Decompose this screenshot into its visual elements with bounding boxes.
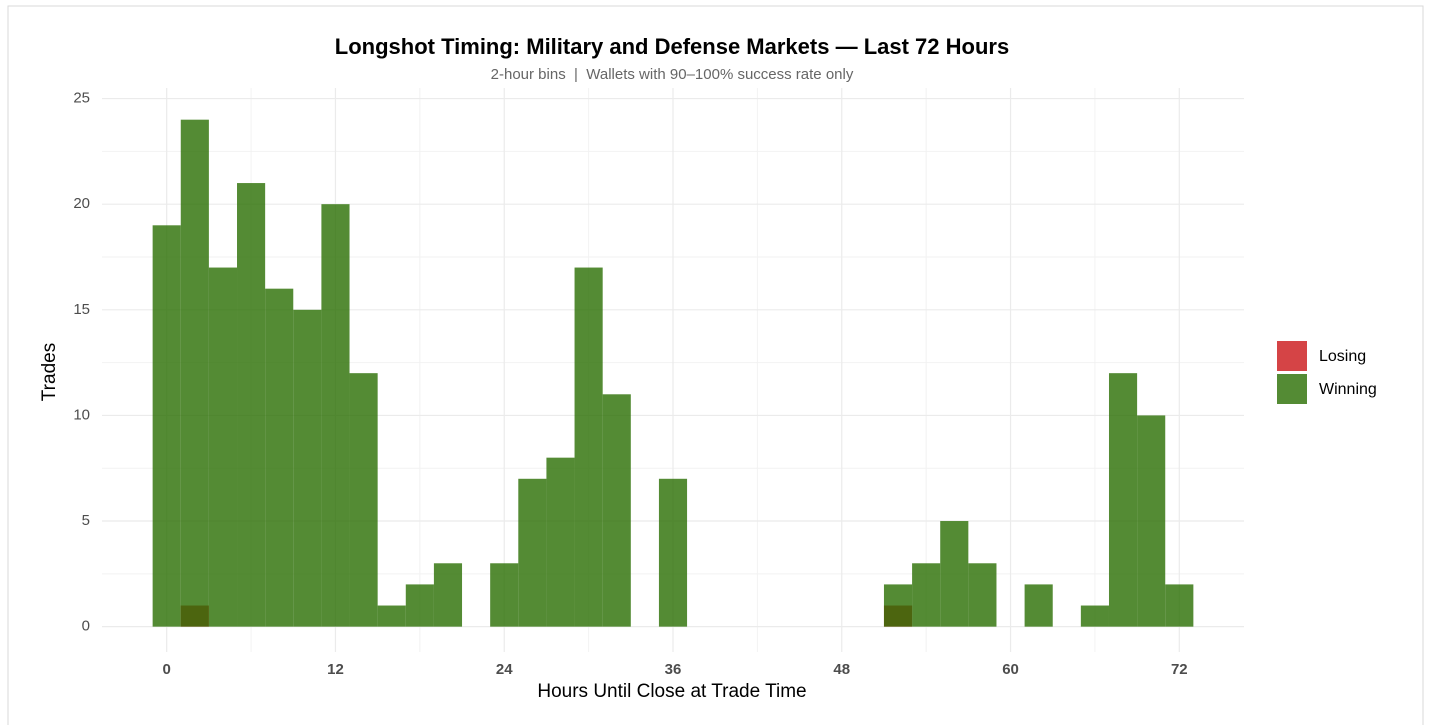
y-tick-label: 20 [73, 195, 90, 212]
x-tick-label: 36 [665, 661, 682, 678]
bar [1024, 584, 1053, 627]
bar [349, 373, 378, 627]
bar [321, 204, 350, 627]
chart-title: Longshot Timing: Military and Defense Ma… [335, 34, 1009, 59]
bar [518, 478, 547, 627]
y-tick-label: 5 [82, 512, 90, 529]
x-tick-label: 24 [496, 661, 513, 678]
bar [208, 267, 238, 627]
bar [883, 584, 913, 627]
bar [1108, 373, 1138, 627]
legend-label: Losing [1319, 348, 1366, 365]
bar [1137, 415, 1166, 627]
y-tick-label: 15 [73, 301, 90, 318]
bar [968, 563, 997, 627]
bar [433, 563, 463, 627]
bar [237, 183, 266, 627]
bar [940, 521, 969, 627]
bar [546, 457, 575, 627]
y-axis-label: Trades [39, 343, 60, 401]
chart-subtitle: 2-hour bins | Wallets with 90–100% succe… [491, 66, 854, 83]
bar [602, 394, 631, 627]
bar [1165, 584, 1194, 627]
bar [405, 584, 434, 627]
bar [152, 225, 181, 627]
x-tick-label: 72 [1171, 661, 1188, 678]
y-tick-label: 10 [73, 406, 90, 423]
bar [658, 478, 688, 627]
bar [574, 267, 603, 627]
bar [912, 563, 941, 627]
bar [180, 119, 209, 627]
bar [293, 309, 322, 627]
legend-label: Winning [1319, 381, 1377, 398]
x-tick-label: 0 [163, 661, 171, 678]
y-tick-label: 25 [73, 90, 90, 107]
bar [265, 288, 294, 627]
x-tick-label: 60 [1002, 661, 1019, 678]
bar [490, 563, 519, 627]
legend-key [1277, 341, 1307, 371]
x-tick-label: 48 [833, 661, 850, 678]
bar [377, 605, 406, 627]
legend-key [1277, 374, 1307, 404]
bar [1080, 605, 1109, 627]
x-tick-label: 12 [327, 661, 344, 678]
x-axis-label: Hours Until Close at Trade Time [537, 681, 806, 702]
y-tick-label: 0 [82, 618, 90, 635]
